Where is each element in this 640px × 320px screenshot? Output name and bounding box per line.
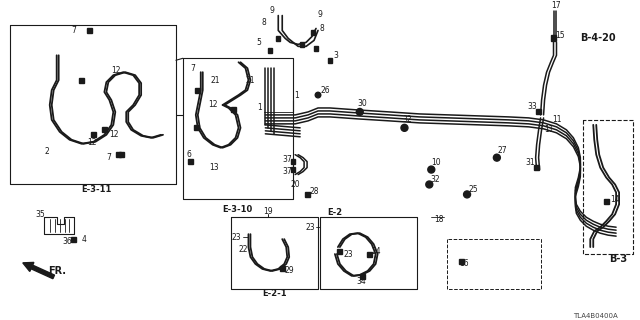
Text: 1: 1 xyxy=(294,91,298,100)
Text: 18: 18 xyxy=(435,215,444,224)
Bar xyxy=(459,260,463,264)
Text: 11: 11 xyxy=(544,125,554,134)
Bar xyxy=(231,108,236,112)
Text: 17: 17 xyxy=(552,1,561,10)
Text: 4: 4 xyxy=(82,235,87,244)
Text: 15: 15 xyxy=(556,31,565,40)
Text: 6: 6 xyxy=(186,150,191,159)
Bar xyxy=(71,237,76,242)
Text: 9: 9 xyxy=(270,6,275,15)
Text: 7: 7 xyxy=(71,26,76,35)
Text: 1: 1 xyxy=(257,103,262,112)
Text: 13: 13 xyxy=(209,163,218,172)
Text: 32: 32 xyxy=(431,175,440,184)
Text: 27: 27 xyxy=(497,146,507,155)
Text: 12: 12 xyxy=(208,100,218,109)
Bar xyxy=(551,36,556,41)
Text: 26: 26 xyxy=(320,85,330,95)
Bar xyxy=(91,132,96,137)
Text: 30: 30 xyxy=(358,100,367,108)
Text: 35: 35 xyxy=(35,210,45,219)
Bar xyxy=(536,109,541,115)
Bar xyxy=(268,48,272,53)
Text: 9: 9 xyxy=(317,10,323,19)
Circle shape xyxy=(401,124,408,131)
Bar xyxy=(102,127,107,132)
Text: 19: 19 xyxy=(264,207,273,216)
Text: 8: 8 xyxy=(262,18,267,27)
Text: E-3-10: E-3-10 xyxy=(223,205,253,214)
Text: 3: 3 xyxy=(333,51,339,60)
Bar xyxy=(188,159,193,164)
Bar xyxy=(87,28,92,33)
Bar xyxy=(119,152,124,157)
Text: 25: 25 xyxy=(468,185,478,194)
Text: FR.: FR. xyxy=(48,266,66,276)
Text: 22: 22 xyxy=(239,244,248,253)
Bar xyxy=(314,46,318,51)
Text: 23: 23 xyxy=(232,233,241,242)
Bar xyxy=(300,42,304,47)
Text: 32: 32 xyxy=(403,116,412,124)
Text: E-2: E-2 xyxy=(327,208,342,217)
Circle shape xyxy=(426,181,433,188)
Text: 21: 21 xyxy=(246,76,255,85)
Text: 5: 5 xyxy=(256,38,261,47)
Circle shape xyxy=(428,166,435,173)
Circle shape xyxy=(316,92,321,98)
Bar xyxy=(534,165,539,170)
Bar xyxy=(337,249,342,253)
Text: 12: 12 xyxy=(86,138,96,147)
Text: 7: 7 xyxy=(106,153,111,162)
Bar xyxy=(280,267,285,271)
FancyArrow shape xyxy=(23,262,54,279)
Circle shape xyxy=(493,154,500,161)
Text: 20: 20 xyxy=(291,180,300,189)
Text: 28: 28 xyxy=(309,187,319,196)
Text: E-3-11: E-3-11 xyxy=(81,185,111,194)
Bar xyxy=(291,159,295,164)
Text: 14: 14 xyxy=(611,195,620,204)
Text: 12: 12 xyxy=(111,66,121,75)
Text: 36: 36 xyxy=(63,236,72,246)
Text: 23: 23 xyxy=(305,223,315,232)
Text: 33: 33 xyxy=(528,102,538,111)
Text: E-2-1: E-2-1 xyxy=(262,289,287,298)
Circle shape xyxy=(463,191,470,198)
Text: 2: 2 xyxy=(44,147,49,156)
Text: 29: 29 xyxy=(284,267,294,276)
Text: B-3: B-3 xyxy=(609,254,627,264)
Text: 7: 7 xyxy=(190,64,195,73)
Bar xyxy=(195,88,200,92)
Bar xyxy=(328,58,332,63)
Bar xyxy=(360,275,365,279)
Text: 21: 21 xyxy=(211,76,220,85)
Text: 11: 11 xyxy=(552,116,561,124)
Bar xyxy=(367,252,372,257)
Bar xyxy=(305,192,310,197)
Bar xyxy=(276,36,280,41)
Text: 12: 12 xyxy=(109,130,119,139)
Circle shape xyxy=(356,108,364,116)
Text: 34: 34 xyxy=(357,277,367,286)
Text: 37: 37 xyxy=(282,155,292,164)
Text: 24: 24 xyxy=(372,246,381,256)
Text: 31: 31 xyxy=(526,158,536,167)
Text: B-4-20: B-4-20 xyxy=(580,33,616,44)
Bar xyxy=(116,152,121,157)
Bar xyxy=(291,167,295,172)
Text: 10: 10 xyxy=(431,158,441,167)
Bar xyxy=(311,30,315,35)
Text: 37: 37 xyxy=(282,167,292,176)
Text: 16: 16 xyxy=(460,260,469,268)
Text: 23: 23 xyxy=(343,250,353,259)
Bar xyxy=(79,78,84,83)
Bar xyxy=(604,199,609,204)
Text: 8: 8 xyxy=(319,24,324,33)
Bar xyxy=(195,125,199,130)
Text: TLA4B0400A: TLA4B0400A xyxy=(573,313,618,319)
